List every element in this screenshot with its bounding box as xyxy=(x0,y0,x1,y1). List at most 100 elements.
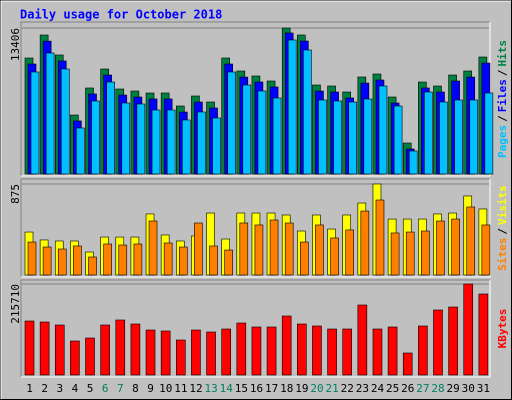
x-tick-label: 11 xyxy=(174,382,187,395)
bar xyxy=(76,127,85,175)
legend-entry: Hits xyxy=(496,40,509,67)
bar xyxy=(402,352,413,376)
bar xyxy=(333,100,342,175)
bar xyxy=(433,309,443,376)
legend-entry: Sites xyxy=(496,238,509,271)
legend: KBytes xyxy=(496,309,509,349)
bar xyxy=(318,99,327,175)
panel-shadow xyxy=(20,279,490,377)
y-tick-label: 875 xyxy=(9,184,22,204)
bar xyxy=(175,339,186,376)
x-tick-label: 29 xyxy=(447,382,460,395)
bar xyxy=(45,52,55,175)
x-tick-label: 26 xyxy=(401,382,414,395)
legend-separator: / xyxy=(496,228,509,235)
x-tick-label: 13 xyxy=(204,382,217,395)
bar xyxy=(439,101,448,175)
bar xyxy=(251,326,262,376)
bar xyxy=(281,315,292,376)
x-tick-label: 2 xyxy=(41,382,48,395)
x-tick-label: 8 xyxy=(132,382,139,395)
bar xyxy=(30,71,40,175)
x-tick-label: 17 xyxy=(265,382,278,395)
bar xyxy=(315,224,324,276)
bar xyxy=(148,220,158,276)
legend-entry: Files xyxy=(496,79,509,112)
bar xyxy=(209,245,218,276)
bar xyxy=(257,90,267,175)
x-tick-label: 3 xyxy=(57,382,64,395)
x-tick-label: 25 xyxy=(386,382,399,395)
bar xyxy=(418,325,428,376)
x-tick-label: 20 xyxy=(310,382,323,395)
bar xyxy=(303,49,312,175)
bar xyxy=(357,304,368,376)
bar xyxy=(424,91,433,175)
y-tick-label: 215710 xyxy=(9,284,22,324)
bar xyxy=(121,102,131,175)
x-tick-label: 24 xyxy=(371,382,385,395)
x-tick-label: 5 xyxy=(87,382,94,395)
x-tick-label: 19 xyxy=(295,382,308,395)
x-tick-label: 6 xyxy=(102,382,109,395)
bar xyxy=(118,244,128,276)
legend: Pages / Files / Hits xyxy=(496,40,509,158)
y-tick-label: 13406 xyxy=(9,28,22,61)
legend-entry: KBytes xyxy=(496,309,509,349)
bar xyxy=(160,330,171,376)
bar xyxy=(269,219,279,276)
bar xyxy=(478,293,489,376)
bar xyxy=(103,243,112,276)
bar xyxy=(224,249,233,276)
x-tick-label: 14 xyxy=(220,382,234,395)
x-tick-label: 18 xyxy=(280,382,293,395)
bar xyxy=(390,232,400,276)
bar xyxy=(91,100,100,175)
bar xyxy=(194,222,203,276)
bar xyxy=(463,283,474,376)
x-tick-label: 12 xyxy=(189,382,202,395)
x-tick-label: 30 xyxy=(462,382,475,395)
x-tick-label: 1 xyxy=(26,382,33,395)
panel-shadow xyxy=(20,21,490,176)
bar xyxy=(42,246,52,276)
bar xyxy=(451,218,460,276)
bar xyxy=(266,326,277,376)
bar xyxy=(484,92,494,175)
bar xyxy=(405,231,415,276)
panel-highlight xyxy=(21,280,491,378)
bar xyxy=(60,68,70,175)
bar xyxy=(151,109,161,175)
x-tick-label: 9 xyxy=(147,382,154,395)
bar xyxy=(133,243,143,276)
bar xyxy=(145,329,156,376)
legend-separator: / xyxy=(496,69,509,76)
bar xyxy=(448,306,458,376)
bar xyxy=(421,230,430,276)
x-tick-label: 22 xyxy=(341,382,354,395)
bar xyxy=(372,328,383,376)
bar xyxy=(24,320,35,376)
bar xyxy=(466,206,476,276)
bar xyxy=(393,105,403,175)
legend-entry: Visits xyxy=(496,185,509,225)
bar xyxy=(469,99,479,175)
bar xyxy=(212,117,221,175)
x-tick-label: 16 xyxy=(250,382,263,395)
bar xyxy=(54,324,65,376)
legend-separator: / xyxy=(496,115,509,122)
bar xyxy=(39,321,50,376)
bar xyxy=(73,245,82,276)
bar xyxy=(408,150,418,175)
bar xyxy=(115,319,126,376)
bar xyxy=(181,119,191,175)
x-tick-label: 27 xyxy=(416,382,429,395)
bar xyxy=(221,328,231,376)
x-tick-label: 4 xyxy=(72,382,79,395)
bar xyxy=(360,210,370,276)
bar xyxy=(242,84,252,175)
bar xyxy=(236,322,247,376)
